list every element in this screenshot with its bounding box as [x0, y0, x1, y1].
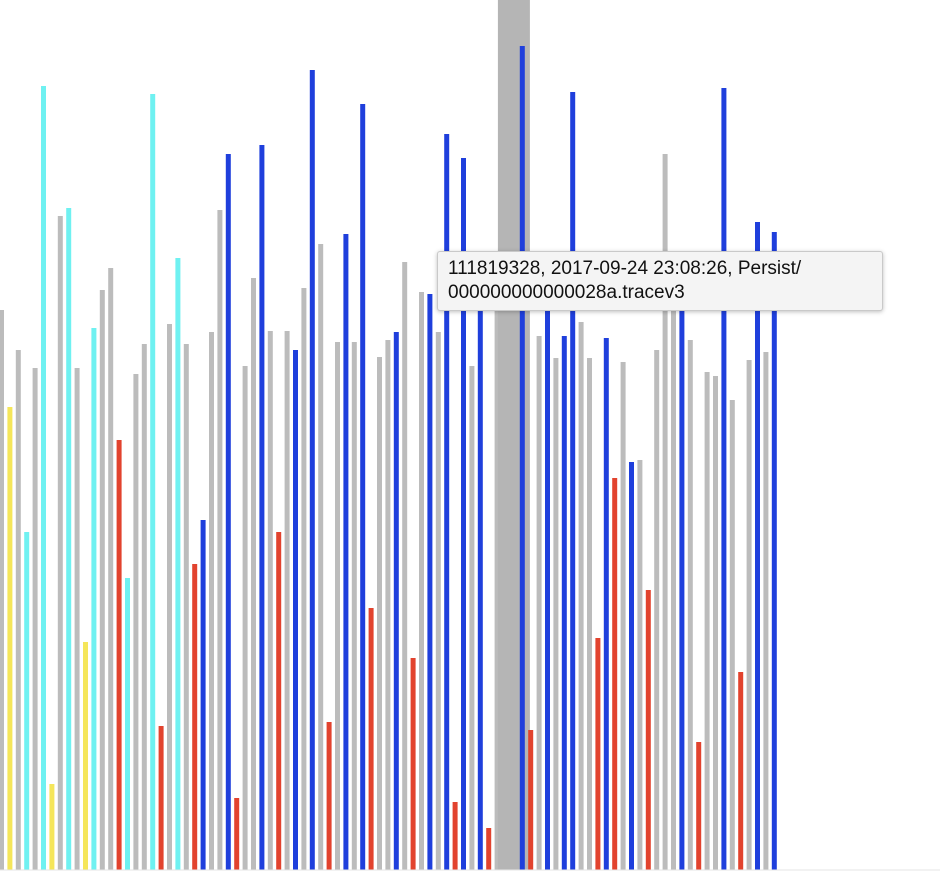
bar-blue[interactable] [545, 256, 550, 870]
bar-red[interactable] [192, 564, 198, 870]
bar-cyan[interactable] [41, 86, 46, 870]
bar-red[interactable] [158, 726, 164, 870]
bar-series [0, 0, 777, 870]
bar-blue[interactable] [629, 462, 634, 870]
bar-blue[interactable] [444, 134, 450, 870]
bar-gray[interactable] [251, 278, 256, 870]
bar-gray[interactable] [587, 358, 592, 870]
bar-blue[interactable] [570, 92, 576, 870]
bar-blue[interactable] [771, 232, 777, 870]
bar-cyan[interactable] [66, 208, 72, 870]
bar-gray[interactable] [704, 372, 710, 870]
bar-gray[interactable] [469, 366, 475, 870]
bar-gray[interactable] [729, 400, 735, 870]
bar-blue[interactable] [477, 254, 483, 870]
bar-blue[interactable] [755, 222, 760, 870]
bar-gray[interactable] [217, 210, 223, 870]
bar-blue[interactable] [393, 332, 399, 870]
bar-blue[interactable] [309, 70, 315, 870]
bar-gray[interactable] [15, 350, 21, 870]
bar-yellow[interactable] [49, 784, 55, 870]
bar-red[interactable] [116, 440, 122, 870]
bar-gray[interactable] [318, 244, 324, 870]
bar-red[interactable] [528, 730, 534, 870]
bar-red[interactable] [368, 608, 374, 870]
bar-blue[interactable] [343, 234, 349, 870]
bar-gray[interactable] [133, 374, 139, 870]
bar-gray[interactable] [419, 292, 424, 870]
bar-gray[interactable] [335, 342, 340, 870]
bar-gray[interactable] [662, 154, 668, 870]
bar-cyan[interactable] [125, 578, 130, 870]
bar-gray[interactable] [99, 290, 105, 870]
bar-red[interactable] [452, 802, 458, 870]
bar-gray[interactable] [167, 324, 172, 870]
bar-gray[interactable] [32, 368, 38, 870]
bar-red[interactable] [410, 658, 416, 870]
bar-blue[interactable] [721, 88, 727, 870]
bar-yellow[interactable] [7, 407, 13, 870]
bar-cyan[interactable] [91, 328, 97, 870]
bar-gray[interactable] [687, 340, 693, 870]
bar-cyan[interactable] [24, 532, 30, 870]
bar-gray[interactable] [284, 331, 290, 870]
highlighted-bar[interactable] [497, 0, 530, 870]
bar-gray[interactable] [402, 262, 408, 870]
bar-red[interactable] [738, 672, 744, 870]
bar-red[interactable] [696, 742, 702, 870]
bar-red[interactable] [326, 722, 332, 870]
tooltip-line-1: 111819328, 2017-09-24 23:08:26, Persist/ [448, 258, 802, 279]
bar-blue[interactable] [519, 46, 525, 870]
bar-blue[interactable] [225, 154, 231, 870]
bar-gray[interactable] [494, 304, 500, 870]
bar-blue[interactable] [259, 145, 265, 870]
bar-gray[interactable] [57, 216, 63, 870]
bar-red[interactable] [645, 590, 651, 870]
bar-gray[interactable] [654, 350, 660, 870]
bar-gray[interactable] [385, 340, 391, 870]
bar-gray[interactable] [209, 332, 214, 870]
bar-blue[interactable] [561, 336, 567, 870]
bar-blue[interactable] [360, 104, 366, 870]
bar-red[interactable] [612, 478, 618, 870]
bar-gray[interactable] [141, 344, 147, 870]
bar-gray[interactable] [536, 336, 542, 870]
bar-blue[interactable] [200, 520, 206, 870]
bar-red[interactable] [234, 798, 240, 870]
bar-gray[interactable] [713, 376, 718, 870]
bar-gray[interactable] [746, 360, 752, 870]
bar-gray[interactable] [108, 268, 114, 870]
bar-gray[interactable] [671, 290, 676, 870]
bar-cyan[interactable] [150, 94, 156, 870]
bar-gray[interactable] [267, 331, 273, 870]
bar-gray[interactable] [435, 332, 441, 870]
bar-gray[interactable] [763, 352, 769, 870]
hover-tooltip: 111819328, 2017-09-24 23:08:26, Persist/… [437, 251, 883, 311]
bar-red[interactable] [595, 638, 601, 870]
bar-red[interactable] [486, 828, 492, 870]
bar-gray[interactable] [553, 358, 559, 870]
bar-blue[interactable] [679, 262, 685, 870]
bar-gray[interactable] [242, 366, 248, 870]
bar-gray[interactable] [620, 362, 626, 870]
bar-blue[interactable] [603, 338, 609, 870]
bar-gray[interactable] [183, 344, 189, 870]
bar-yellow[interactable] [83, 642, 88, 870]
tooltip-line-2: 000000000000028a.tracev3 [448, 282, 685, 303]
bar-gray[interactable] [74, 368, 80, 870]
bar-gray[interactable] [578, 322, 584, 870]
bar-gray[interactable] [377, 357, 382, 870]
bar-cyan[interactable] [175, 258, 181, 870]
bar-blue[interactable] [461, 158, 466, 870]
bar-gray[interactable] [0, 310, 4, 870]
bar-red[interactable] [276, 532, 282, 870]
bar-blue[interactable] [427, 294, 433, 870]
bar-gray[interactable] [301, 288, 307, 870]
bar-blue[interactable] [293, 350, 298, 870]
bar-gray[interactable] [351, 342, 357, 870]
bar-gray[interactable] [637, 460, 643, 870]
